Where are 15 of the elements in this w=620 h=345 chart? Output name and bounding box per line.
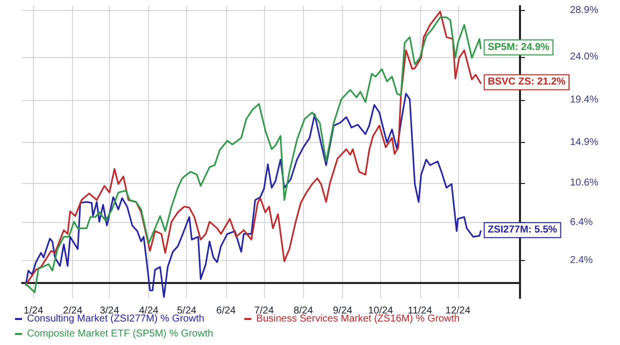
y-tick-label: 28.9%	[570, 5, 598, 16]
line-series	[25, 92, 482, 298]
legend-label: Consulting Market (ZSI277M) % Growth	[27, 314, 204, 324]
y-tick-label: 24.0%	[570, 51, 598, 62]
y-tick-label: 10.6%	[570, 178, 598, 189]
y-tick-label: 6.4%	[570, 217, 593, 228]
legend-label: Business Services Market (ZS16M) % Growth	[256, 314, 460, 324]
x-tick-label: 6/24	[216, 306, 236, 316]
legend-label: Composite Market ETF (SP5M) % Growth	[27, 328, 214, 340]
y-tick-label: 19.4%	[570, 94, 598, 106]
y-tick-label: 14.9%	[570, 137, 598, 148]
y-tick-label: 2.4%	[570, 254, 593, 266]
annotation: SP5M: 24.9%	[488, 42, 550, 53]
annotation: ZSI277M: 5.5%	[488, 224, 558, 236]
annotation: BSVC ZS: 21.2%	[488, 76, 566, 88]
